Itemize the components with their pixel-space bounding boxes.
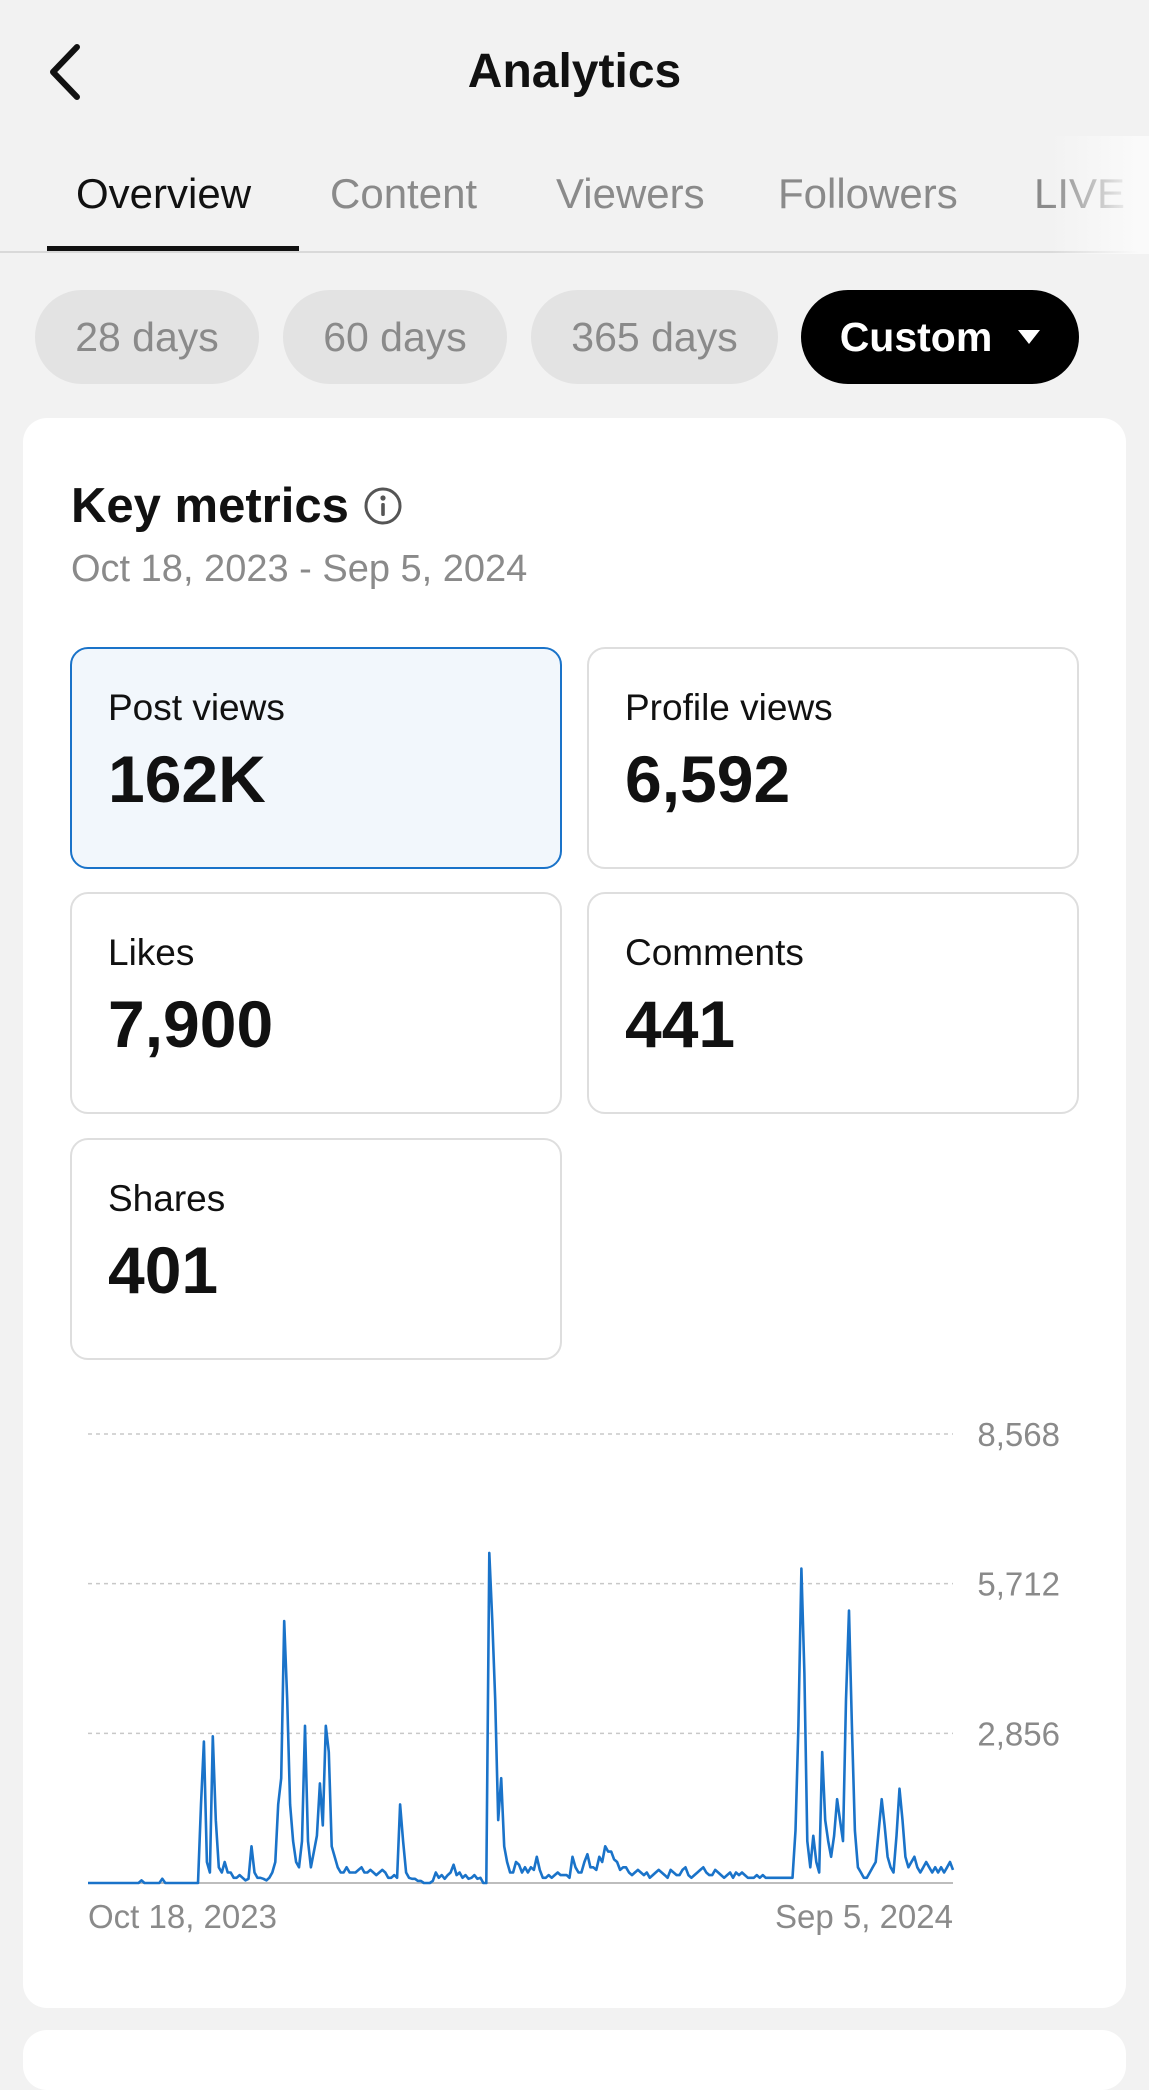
caret-down-icon [1018, 330, 1041, 344]
metric-value: 162K [108, 742, 266, 816]
series-line-post-views [88, 1551, 955, 1885]
range-chip-custom-label: Custom [839, 313, 993, 360]
metric-value: 401 [108, 1233, 219, 1307]
tab-overview[interactable]: Overview [76, 170, 252, 217]
metric-profile-views[interactable]: Profile views 6,592 [587, 647, 1079, 869]
chevron-left-icon [50, 44, 80, 100]
key-metrics-title: Key metrics [71, 479, 349, 533]
metric-label: Comments [625, 932, 804, 973]
metric-label: Post views [108, 687, 285, 728]
metric-value: 441 [625, 987, 736, 1061]
date-range-selector: 28 days 60 days 365 days Custom [0, 290, 1149, 384]
range-chip-60-days[interactable]: 60 days [283, 290, 507, 384]
metric-label: Profile views [625, 687, 833, 728]
tab-content[interactable]: Content [330, 170, 478, 217]
back-button[interactable] [40, 40, 90, 104]
metric-label: Likes [108, 932, 195, 973]
metric-label: Shares [108, 1178, 226, 1219]
range-chip-custom[interactable]: Custom [801, 290, 1079, 384]
active-tab-indicator [47, 246, 299, 251]
tab-bar: Overview Content Viewers Followers LIVE [0, 136, 1149, 254]
y-tick-label: 5,712 [977, 1566, 1060, 1603]
metric-shares[interactable]: Shares 401 [70, 1138, 562, 1360]
tab-viewers[interactable]: Viewers [556, 170, 705, 217]
x-tick-label: Sep 5, 2024 [775, 1898, 953, 1935]
next-card [23, 2030, 1126, 2090]
y-tick-label: 2,856 [977, 1715, 1060, 1752]
y-tick-label: 8,568 [977, 1416, 1060, 1453]
key-metrics-card: Key metrics Oct 18, 2023 - Sep 5, 2024 P… [23, 418, 1126, 2008]
post-views-chart: 2,856 5,712 8,568 Oct 18, 2023 Sep 5, 2024 [88, 1416, 1060, 1935]
date-range-text: Oct 18, 2023 - Sep 5, 2024 [71, 548, 528, 590]
key-metrics-heading: Key metrics [71, 478, 403, 534]
tabs-fade-overlay [1049, 136, 1149, 254]
metric-value: 6,592 [625, 742, 791, 816]
range-chip-365-days[interactable]: 365 days [531, 290, 778, 384]
metric-value: 7,900 [108, 987, 274, 1061]
metric-likes[interactable]: Likes 7,900 [70, 892, 562, 1114]
page-title: Analytics [467, 45, 682, 98]
tab-followers[interactable]: Followers [778, 170, 958, 217]
app-header: Analytics [0, 0, 1149, 145]
range-chip-28-days[interactable]: 28 days [35, 290, 259, 384]
metric-post-views[interactable]: Post views 162K [70, 647, 562, 869]
metric-comments[interactable]: Comments 441 [587, 892, 1079, 1114]
info-icon[interactable] [363, 486, 403, 526]
x-tick-label: Oct 18, 2023 [88, 1898, 277, 1935]
